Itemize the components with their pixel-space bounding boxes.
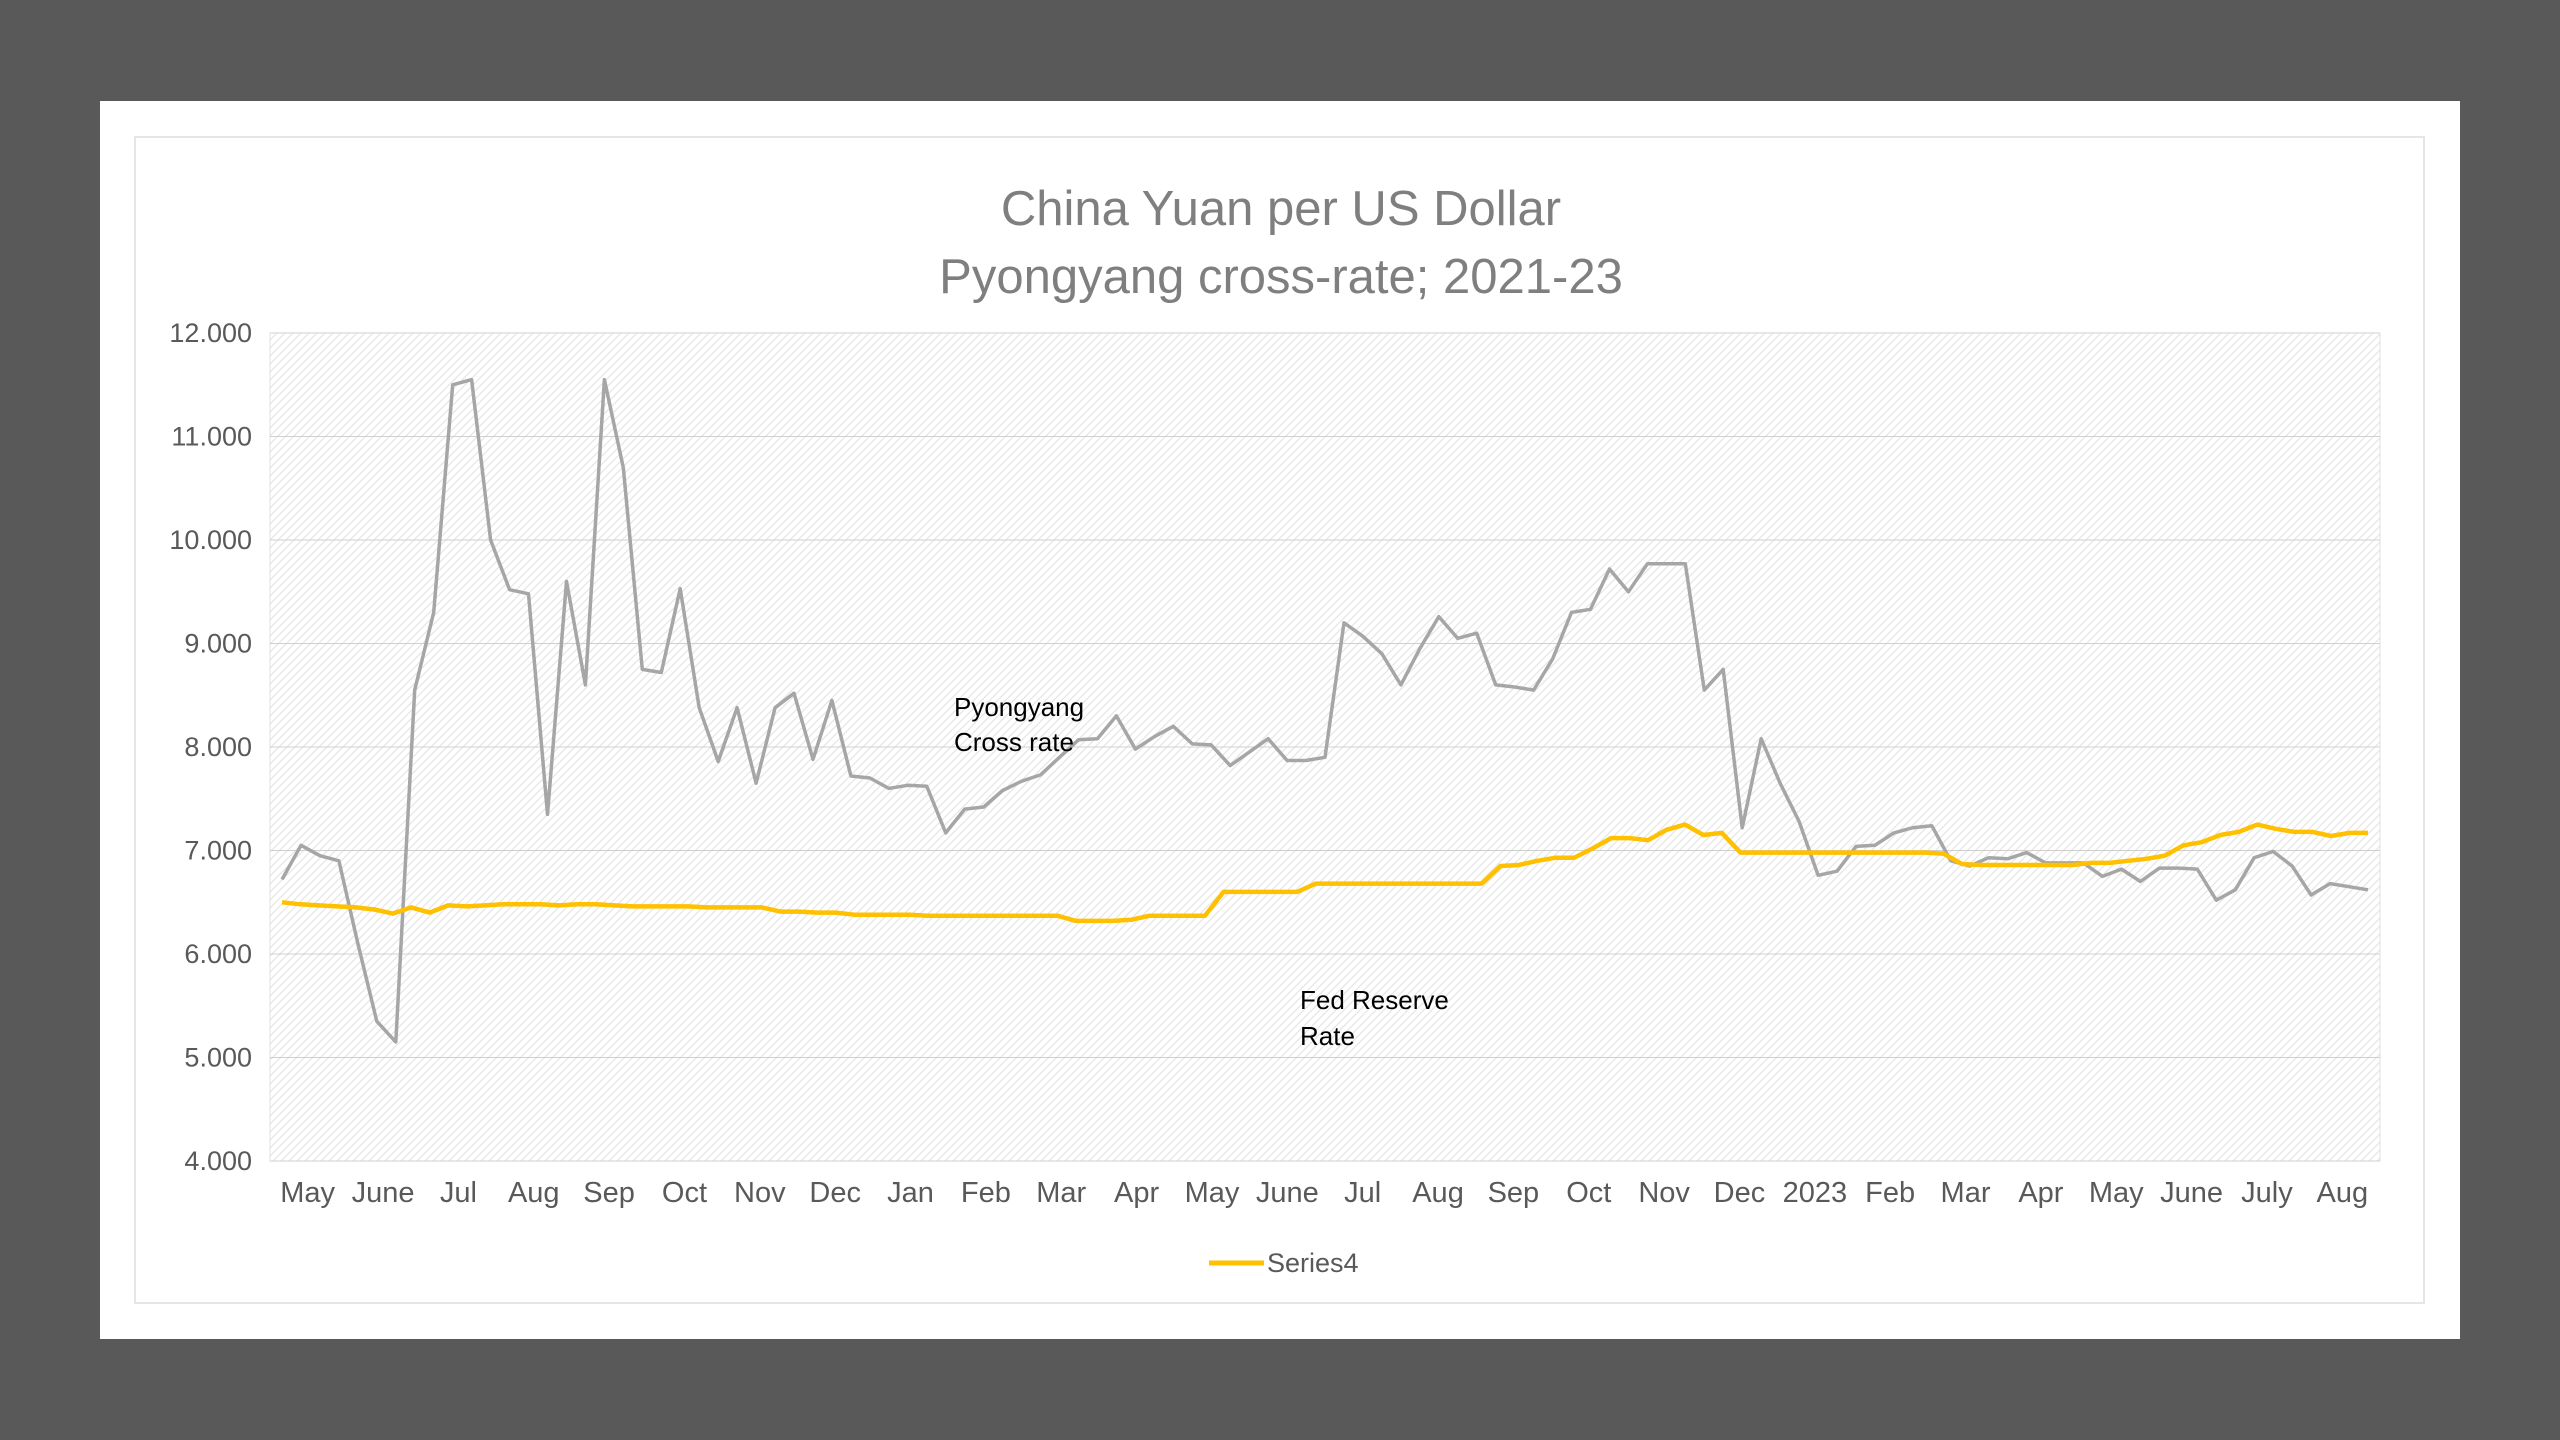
x-tick-label: Apr bbox=[2018, 1177, 2063, 1209]
x-tick-label: May bbox=[2089, 1177, 2144, 1209]
y-tick-label: 7.000 bbox=[184, 836, 252, 866]
y-tick-label: 6.000 bbox=[184, 939, 252, 969]
x-tick-label: June bbox=[1256, 1177, 1319, 1209]
y-tick-label: 9.000 bbox=[184, 629, 252, 659]
y-tick-label: 5.000 bbox=[184, 1043, 252, 1073]
x-tick-label: Jan bbox=[887, 1177, 934, 1209]
x-tick-label: Sep bbox=[1488, 1177, 1540, 1209]
x-tick-label: June bbox=[2160, 1177, 2223, 1209]
annotation-fed-line-2: Rate bbox=[1300, 1021, 1355, 1051]
x-tick-label: Oct bbox=[1566, 1177, 1611, 1209]
x-tick-label: Dec bbox=[1714, 1177, 1766, 1209]
x-tick-label: Dec bbox=[809, 1177, 861, 1209]
x-tick-label: May bbox=[280, 1177, 335, 1209]
gridlines bbox=[270, 332, 2380, 1162]
series-line-fed bbox=[281, 822, 2368, 924]
y-tick-label: 11.000 bbox=[171, 422, 252, 452]
x-tick-label: 2023 bbox=[1783, 1177, 1848, 1209]
annotation-pyongyang-line-1: Pyongyang bbox=[954, 692, 1084, 722]
x-tick-label: Feb bbox=[1865, 1177, 1915, 1209]
x-tick-label: Mar bbox=[1036, 1177, 1086, 1209]
x-tick-label: Aug bbox=[1412, 1177, 1464, 1209]
x-tick-label: Oct bbox=[662, 1177, 707, 1209]
x-tick-label: Jul bbox=[440, 1177, 477, 1209]
x-axis-ticks: May June Jul Aug Sep Oct Nov Dec Jan Feb Mar Apr May… bbox=[280, 1177, 2368, 1209]
y-tick-label: 8.000 bbox=[184, 732, 252, 762]
annotation-pyongyang-line-2: Cross rate bbox=[954, 727, 1074, 757]
annotation-fed-line-1: Fed Reserve bbox=[1300, 985, 1449, 1015]
x-tick-label: Aug bbox=[508, 1177, 560, 1209]
line-chart: China Yuan per US Dollar Pyongyang cross… bbox=[169, 182, 2381, 1278]
x-tick-label: Nov bbox=[734, 1177, 786, 1209]
x-tick-label: Mar bbox=[1941, 1177, 1991, 1209]
legend: Series4 bbox=[1209, 1248, 1359, 1278]
x-tick-label: July bbox=[2241, 1177, 2293, 1209]
y-axis-ticks: 4.000 5.000 6.000 7.000 8.000 9.000 10.000 11.0… bbox=[169, 318, 252, 1176]
x-tick-label: Nov bbox=[1638, 1177, 1690, 1209]
chart-title-line-2: Pyongyang cross-rate; 2021-23 bbox=[939, 250, 1623, 304]
chart-area: China Yuan per US Dollar Pyongyang cross… bbox=[134, 136, 2425, 1304]
x-tick-label: Aug bbox=[2317, 1177, 2369, 1209]
x-tick-label: Jul bbox=[1344, 1177, 1381, 1209]
x-tick-label: May bbox=[1185, 1177, 1240, 1209]
chart-title-line-1: China Yuan per US Dollar bbox=[1001, 182, 1561, 236]
x-tick-label: June bbox=[352, 1177, 415, 1209]
y-tick-label: 10.000 bbox=[169, 525, 252, 555]
slide-background: China Yuan per US Dollar Pyongyang cross… bbox=[100, 101, 2460, 1339]
x-tick-label: Feb bbox=[961, 1177, 1011, 1209]
series-lines bbox=[280, 377, 2369, 1044]
x-tick-label: Sep bbox=[583, 1177, 635, 1209]
x-tick-label: Apr bbox=[1114, 1177, 1159, 1209]
y-tick-label: 12.000 bbox=[169, 318, 252, 348]
series-line-pyongyang bbox=[280, 377, 2369, 1044]
legend-label-series4: Series4 bbox=[1267, 1248, 1359, 1278]
y-tick-label: 4.000 bbox=[184, 1146, 252, 1176]
